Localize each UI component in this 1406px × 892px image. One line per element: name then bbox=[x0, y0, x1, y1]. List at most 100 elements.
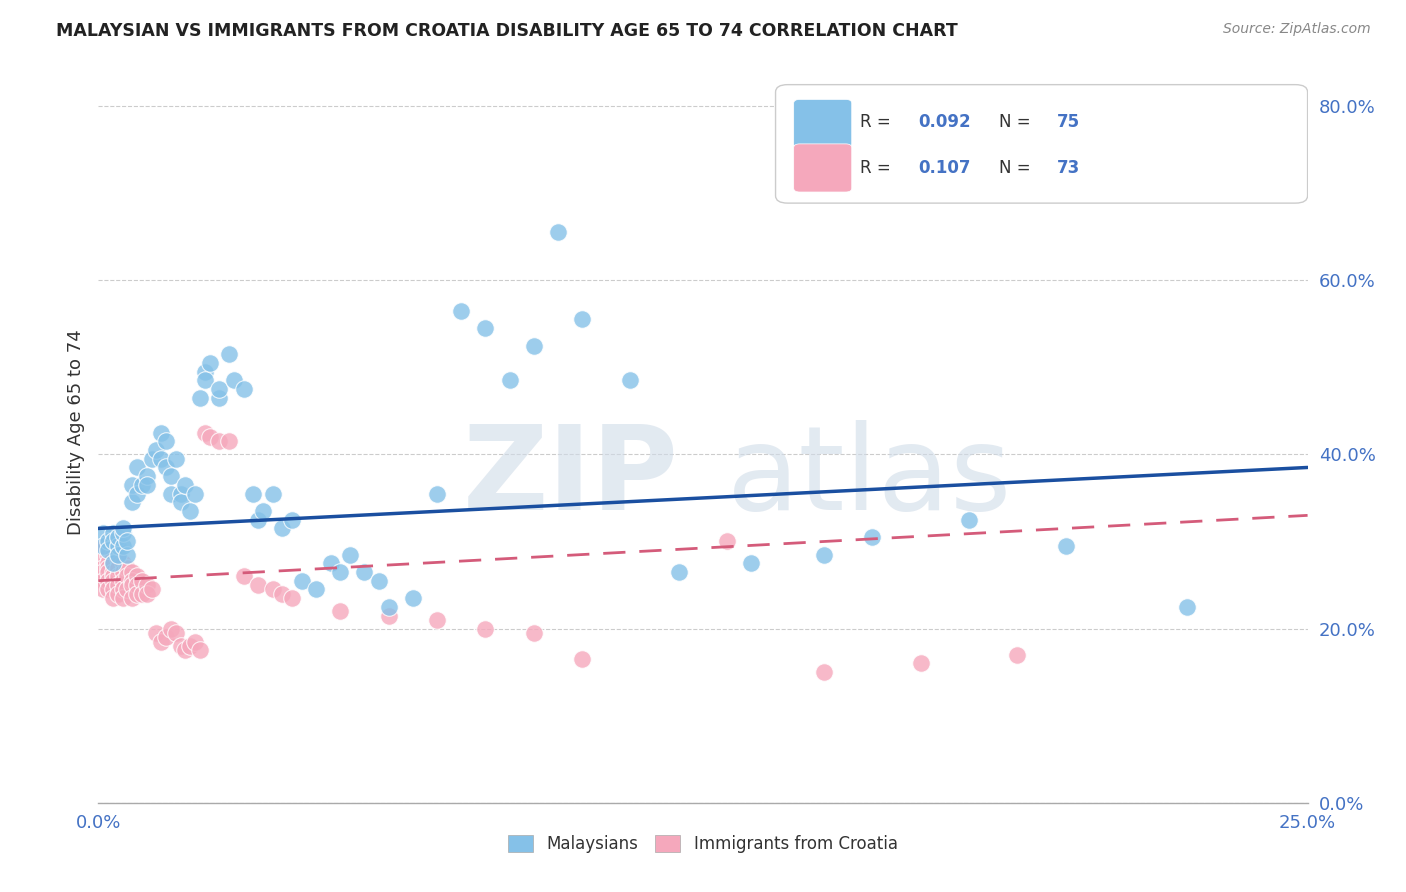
Point bbox=[329, 604, 352, 618]
Point bbox=[668, 565, 690, 579]
Point bbox=[97, 556, 120, 570]
Point bbox=[101, 582, 124, 597]
Point bbox=[101, 556, 124, 570]
Point bbox=[247, 578, 270, 592]
Point bbox=[174, 643, 197, 657]
Point bbox=[101, 565, 124, 579]
Point bbox=[165, 451, 187, 466]
Point bbox=[184, 486, 207, 500]
Point bbox=[165, 626, 187, 640]
Point bbox=[131, 478, 153, 492]
Point bbox=[121, 478, 143, 492]
Point bbox=[97, 534, 120, 549]
Point bbox=[174, 478, 197, 492]
Point bbox=[107, 560, 129, 574]
Point bbox=[271, 587, 294, 601]
Point bbox=[131, 574, 153, 588]
Point bbox=[184, 634, 207, 648]
Point bbox=[208, 391, 231, 405]
Text: 0.107: 0.107 bbox=[918, 160, 970, 178]
Point bbox=[121, 574, 143, 588]
Point bbox=[208, 382, 231, 396]
Point bbox=[101, 548, 124, 562]
Point bbox=[377, 608, 399, 623]
Point bbox=[91, 574, 114, 588]
Point bbox=[740, 556, 762, 570]
Point bbox=[281, 513, 304, 527]
Point bbox=[571, 312, 593, 326]
Point bbox=[150, 451, 173, 466]
Point bbox=[368, 574, 391, 588]
Point bbox=[179, 504, 201, 518]
Point bbox=[155, 630, 177, 644]
Point bbox=[101, 525, 124, 540]
Point bbox=[155, 460, 177, 475]
Point bbox=[1054, 539, 1077, 553]
Text: R =: R = bbox=[860, 160, 901, 178]
Point bbox=[160, 486, 183, 500]
Point bbox=[523, 338, 546, 352]
Point bbox=[141, 582, 163, 597]
Text: Source: ZipAtlas.com: Source: ZipAtlas.com bbox=[1223, 22, 1371, 37]
Point bbox=[111, 591, 134, 606]
Point bbox=[242, 486, 264, 500]
Point bbox=[319, 556, 342, 570]
Point bbox=[188, 391, 211, 405]
Point bbox=[111, 574, 134, 588]
Point bbox=[107, 578, 129, 592]
Point bbox=[160, 622, 183, 636]
Point bbox=[97, 582, 120, 597]
Point bbox=[101, 556, 124, 570]
Text: MALAYSIAN VS IMMIGRANTS FROM CROATIA DISABILITY AGE 65 TO 74 CORRELATION CHART: MALAYSIAN VS IMMIGRANTS FROM CROATIA DIS… bbox=[56, 22, 957, 40]
Point bbox=[107, 539, 129, 553]
Text: atlas: atlas bbox=[727, 419, 1012, 534]
Point bbox=[179, 639, 201, 653]
Point bbox=[957, 513, 980, 527]
Point bbox=[91, 565, 114, 579]
Point bbox=[135, 587, 157, 601]
Point bbox=[813, 548, 835, 562]
Point bbox=[271, 521, 294, 535]
Point bbox=[97, 574, 120, 588]
Point bbox=[111, 565, 134, 579]
Point bbox=[169, 639, 191, 653]
Point bbox=[111, 525, 134, 540]
Point bbox=[498, 373, 520, 387]
Point bbox=[135, 478, 157, 492]
Point bbox=[194, 365, 217, 379]
Legend: Malaysians, Immigrants from Croatia: Malaysians, Immigrants from Croatia bbox=[501, 826, 905, 861]
Y-axis label: Disability Age 65 to 74: Disability Age 65 to 74 bbox=[66, 330, 84, 535]
Point bbox=[111, 539, 134, 553]
Point bbox=[145, 626, 167, 640]
Point bbox=[117, 534, 139, 549]
Point bbox=[262, 486, 284, 500]
Point bbox=[910, 657, 932, 671]
Point bbox=[198, 430, 221, 444]
Point bbox=[716, 534, 738, 549]
Point bbox=[107, 569, 129, 583]
Point bbox=[91, 552, 114, 566]
Point bbox=[402, 591, 425, 606]
Point bbox=[305, 582, 328, 597]
Text: 0.092: 0.092 bbox=[918, 112, 972, 130]
Point bbox=[107, 530, 129, 544]
Point bbox=[91, 539, 114, 553]
Point bbox=[329, 565, 352, 579]
Point bbox=[353, 565, 375, 579]
Point bbox=[111, 556, 134, 570]
Point bbox=[474, 622, 496, 636]
Point bbox=[127, 486, 149, 500]
Point bbox=[450, 303, 472, 318]
Point bbox=[619, 373, 641, 387]
Point bbox=[262, 582, 284, 597]
Point bbox=[121, 578, 143, 592]
Point bbox=[111, 582, 134, 597]
Point bbox=[194, 373, 217, 387]
Text: ZIP: ZIP bbox=[463, 419, 679, 534]
Point bbox=[281, 591, 304, 606]
Point bbox=[860, 530, 883, 544]
Point bbox=[101, 574, 124, 588]
Point bbox=[208, 434, 231, 449]
Point bbox=[127, 569, 149, 583]
Point bbox=[222, 373, 245, 387]
